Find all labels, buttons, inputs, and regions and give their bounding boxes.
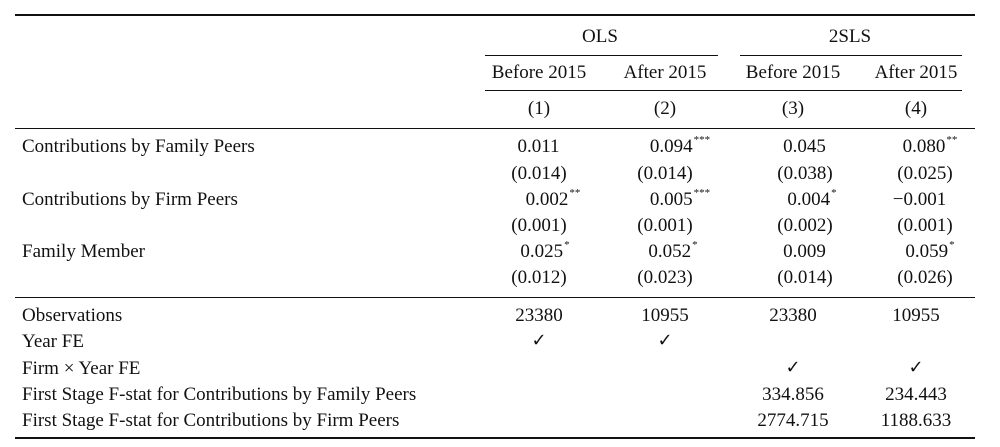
header-rule	[15, 128, 975, 129]
period-header-3: Before 2015	[745, 62, 841, 83]
row-label: Contributions by Firm Peers	[22, 189, 238, 210]
check-icon: ✓	[908, 357, 924, 378]
coef-cell: 0.004*	[787, 187, 837, 210]
se-cell: (0.001)	[637, 215, 693, 236]
bottom-rule	[15, 437, 975, 439]
period-header-2: After 2015	[623, 62, 707, 83]
se-cell: (0.038)	[777, 163, 833, 184]
stat-cell: 10955	[641, 305, 689, 326]
stat-cell: 234.443	[885, 384, 947, 405]
period-header-1: Before 2015	[491, 62, 587, 83]
col-number-3: (3)	[781, 98, 805, 119]
se-cell: (0.026)	[897, 267, 953, 288]
se-cell: (0.012)	[511, 267, 567, 288]
se-cell: (0.014)	[637, 163, 693, 184]
stat-label: Observations	[22, 305, 123, 326]
row-label: Family Member	[22, 241, 145, 262]
group-header-ols: OLS	[582, 26, 618, 47]
check-icon: ✓	[785, 357, 801, 378]
coef-cell: 0.059*	[905, 239, 955, 262]
row-label: Contributions by Family Peers	[22, 136, 255, 157]
stat-cell: 10955	[892, 305, 940, 326]
coef-cell: 0.094***	[649, 134, 711, 157]
check-icon: ✓	[657, 330, 673, 351]
stat-label: First Stage F-stat for Contributions by …	[22, 384, 417, 405]
stat-label: Year FE	[22, 331, 84, 352]
coef-cell: 0.011	[517, 136, 560, 157]
stat-cell: 334.856	[762, 384, 824, 405]
col-number-1: (1)	[527, 98, 551, 119]
period-underline	[485, 90, 962, 91]
top-rule	[15, 14, 975, 16]
coef-cell: 0.005***	[649, 187, 711, 210]
stat-label: Firm × Year FE	[22, 358, 141, 379]
period-header-4: After 2015	[874, 62, 958, 83]
col-number-2: (2)	[653, 98, 677, 119]
body-rule	[15, 297, 975, 298]
se-cell: (0.014)	[777, 267, 833, 288]
col-number-4: (4)	[904, 98, 928, 119]
coef-cell: 0.052*	[648, 239, 698, 262]
stat-cell: 2774.715	[757, 410, 829, 431]
group-header-2sls: 2SLS	[828, 26, 872, 47]
se-cell: (0.001)	[897, 215, 953, 236]
check-icon: ✓	[531, 330, 547, 351]
stat-cell: 23380	[769, 305, 817, 326]
coef-cell: 0.025*	[520, 239, 570, 262]
stat-cell: 23380	[515, 305, 563, 326]
stat-label: First Stage F-stat for Contributions by …	[22, 410, 400, 431]
se-cell: (0.023)	[637, 267, 693, 288]
ols-underline	[485, 55, 718, 56]
se-cell: (0.002)	[777, 215, 833, 236]
2sls-underline	[740, 55, 962, 56]
se-cell: (0.025)	[897, 163, 953, 184]
coef-cell: −0.001	[892, 189, 947, 210]
coef-cell: 0.045	[783, 136, 826, 157]
se-cell: (0.001)	[511, 215, 567, 236]
coef-cell: 0.009	[783, 241, 826, 262]
se-cell: (0.014)	[511, 163, 567, 184]
coef-cell: 0.002**	[525, 187, 581, 210]
stat-cell: 1188.633	[880, 410, 952, 431]
coef-cell: 0.080**	[902, 134, 958, 157]
